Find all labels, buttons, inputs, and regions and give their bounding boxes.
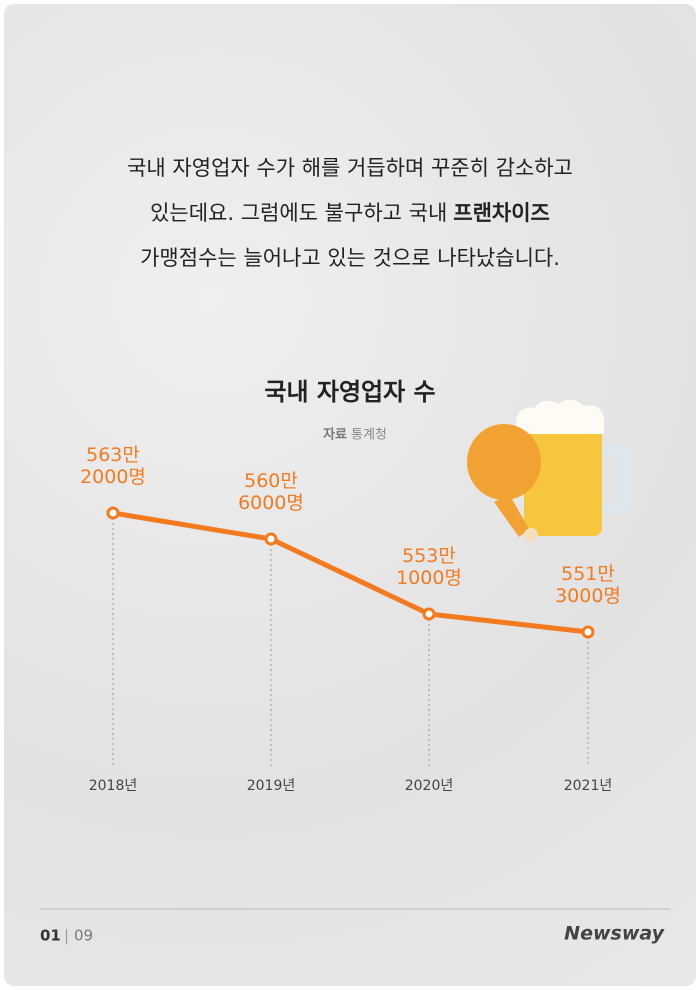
point bbox=[106, 506, 120, 520]
chart-title: 국내 자영업자 수 bbox=[264, 378, 435, 406]
chart: 국내 자영업자 수 자료 통계청 01 | 09 Newsway 563만 200… bbox=[40, 378, 670, 945]
value-label: 563만 2000명 bbox=[80, 444, 146, 488]
value-label: 553만 1000명 bbox=[396, 545, 462, 589]
x-tick-label: 2021년 bbox=[564, 778, 613, 794]
value-label: 560만 6000명 bbox=[238, 470, 304, 514]
page-total: 09 bbox=[74, 927, 93, 945]
x-tick-label: 2019년 bbox=[247, 778, 296, 794]
page-number: 01 bbox=[40, 927, 61, 945]
logo: Newsway bbox=[564, 923, 665, 945]
page: 국내 자영업자 수가 해를 거듭하며 꾸준히 감소하고 있는데요. 그럼에도 불… bbox=[4, 4, 696, 986]
point bbox=[264, 532, 278, 546]
intro-line: 가맹점수는 늘어나고 있는 것으로 나타났습니다. bbox=[140, 246, 560, 270]
intro: 국내 자영업자 수가 해를 거듭하며 꾸준히 감소하고 있는데요. 그럼에도 불… bbox=[4, 146, 696, 281]
point bbox=[422, 607, 436, 621]
x-tick-label: 2020년 bbox=[405, 778, 454, 794]
intro-bold: 프랜차이즈 bbox=[453, 201, 550, 225]
source: 통계청 bbox=[351, 428, 387, 443]
intro-text: 있는데요. 그럼에도 불구하고 국내 bbox=[150, 201, 448, 225]
illustration bbox=[467, 399, 632, 542]
value-label: 551만 3000명 bbox=[555, 563, 621, 607]
source-label: 자료 bbox=[323, 428, 347, 443]
intro-line: 있는데요. 그럼에도 불구하고 국내 프랜차이즈 bbox=[4, 191, 696, 236]
point bbox=[581, 625, 595, 639]
line bbox=[112, 510, 589, 635]
x-tick-label: 2018년 bbox=[89, 778, 138, 794]
intro-line: 국내 자영업자 수가 해를 거듭하며 꾸준히 감소하고 bbox=[127, 156, 573, 180]
separator: | bbox=[64, 927, 69, 945]
